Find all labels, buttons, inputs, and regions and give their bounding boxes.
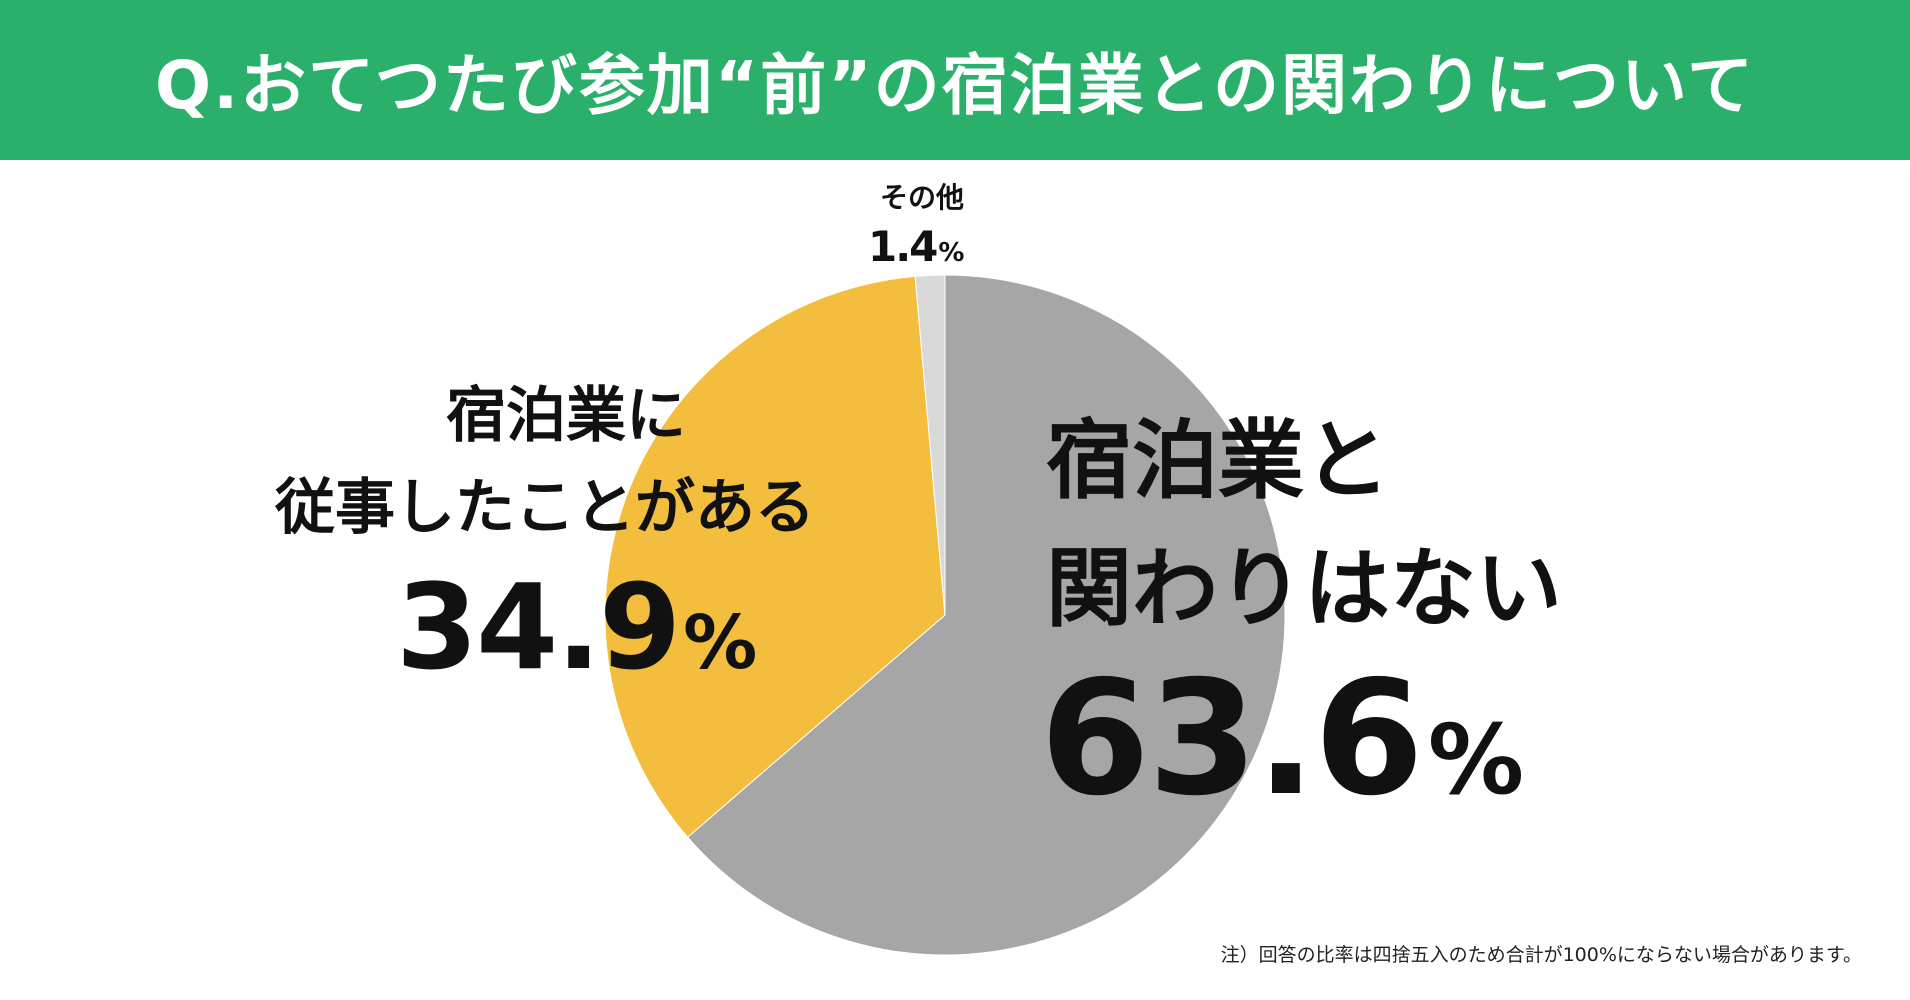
other-label: その他 [880, 181, 965, 214]
none-percent-sign: % [1427, 704, 1525, 816]
other-percentage: 1.4% [868, 226, 964, 268]
none-percentage: 63.6% [1040, 660, 1524, 818]
slice-other [914, 274, 946, 616]
other-percent-sign: % [938, 238, 965, 268]
slice-no-relation [686, 274, 1286, 956]
worked-value: 34.9 [396, 558, 681, 696]
worked-percentage: 34.9% [396, 568, 757, 686]
none-value: 63.6 [1040, 647, 1424, 831]
none-label-line1: 宿泊業と [1046, 411, 1390, 511]
footnote: 注）回答の比率は四捨五入のため合計が100%にならない場合があります。 [1220, 944, 1862, 966]
worked-percent-sign: % [683, 600, 758, 686]
none-label-line2: 関わりはない [1046, 539, 1562, 639]
chart-title: Q.おてつたび参加“前”の宿泊業との関わりについて [155, 47, 1755, 124]
other-value: 1.4 [868, 222, 938, 271]
worked-label-line1: 宿泊業に [446, 381, 686, 451]
title-banner: Q.おてつたび参加“前”の宿泊業との関わりについて [0, 0, 1910, 160]
slice-worked-before [604, 275, 946, 838]
worked-label-line2: 従事したことがある [275, 473, 815, 543]
